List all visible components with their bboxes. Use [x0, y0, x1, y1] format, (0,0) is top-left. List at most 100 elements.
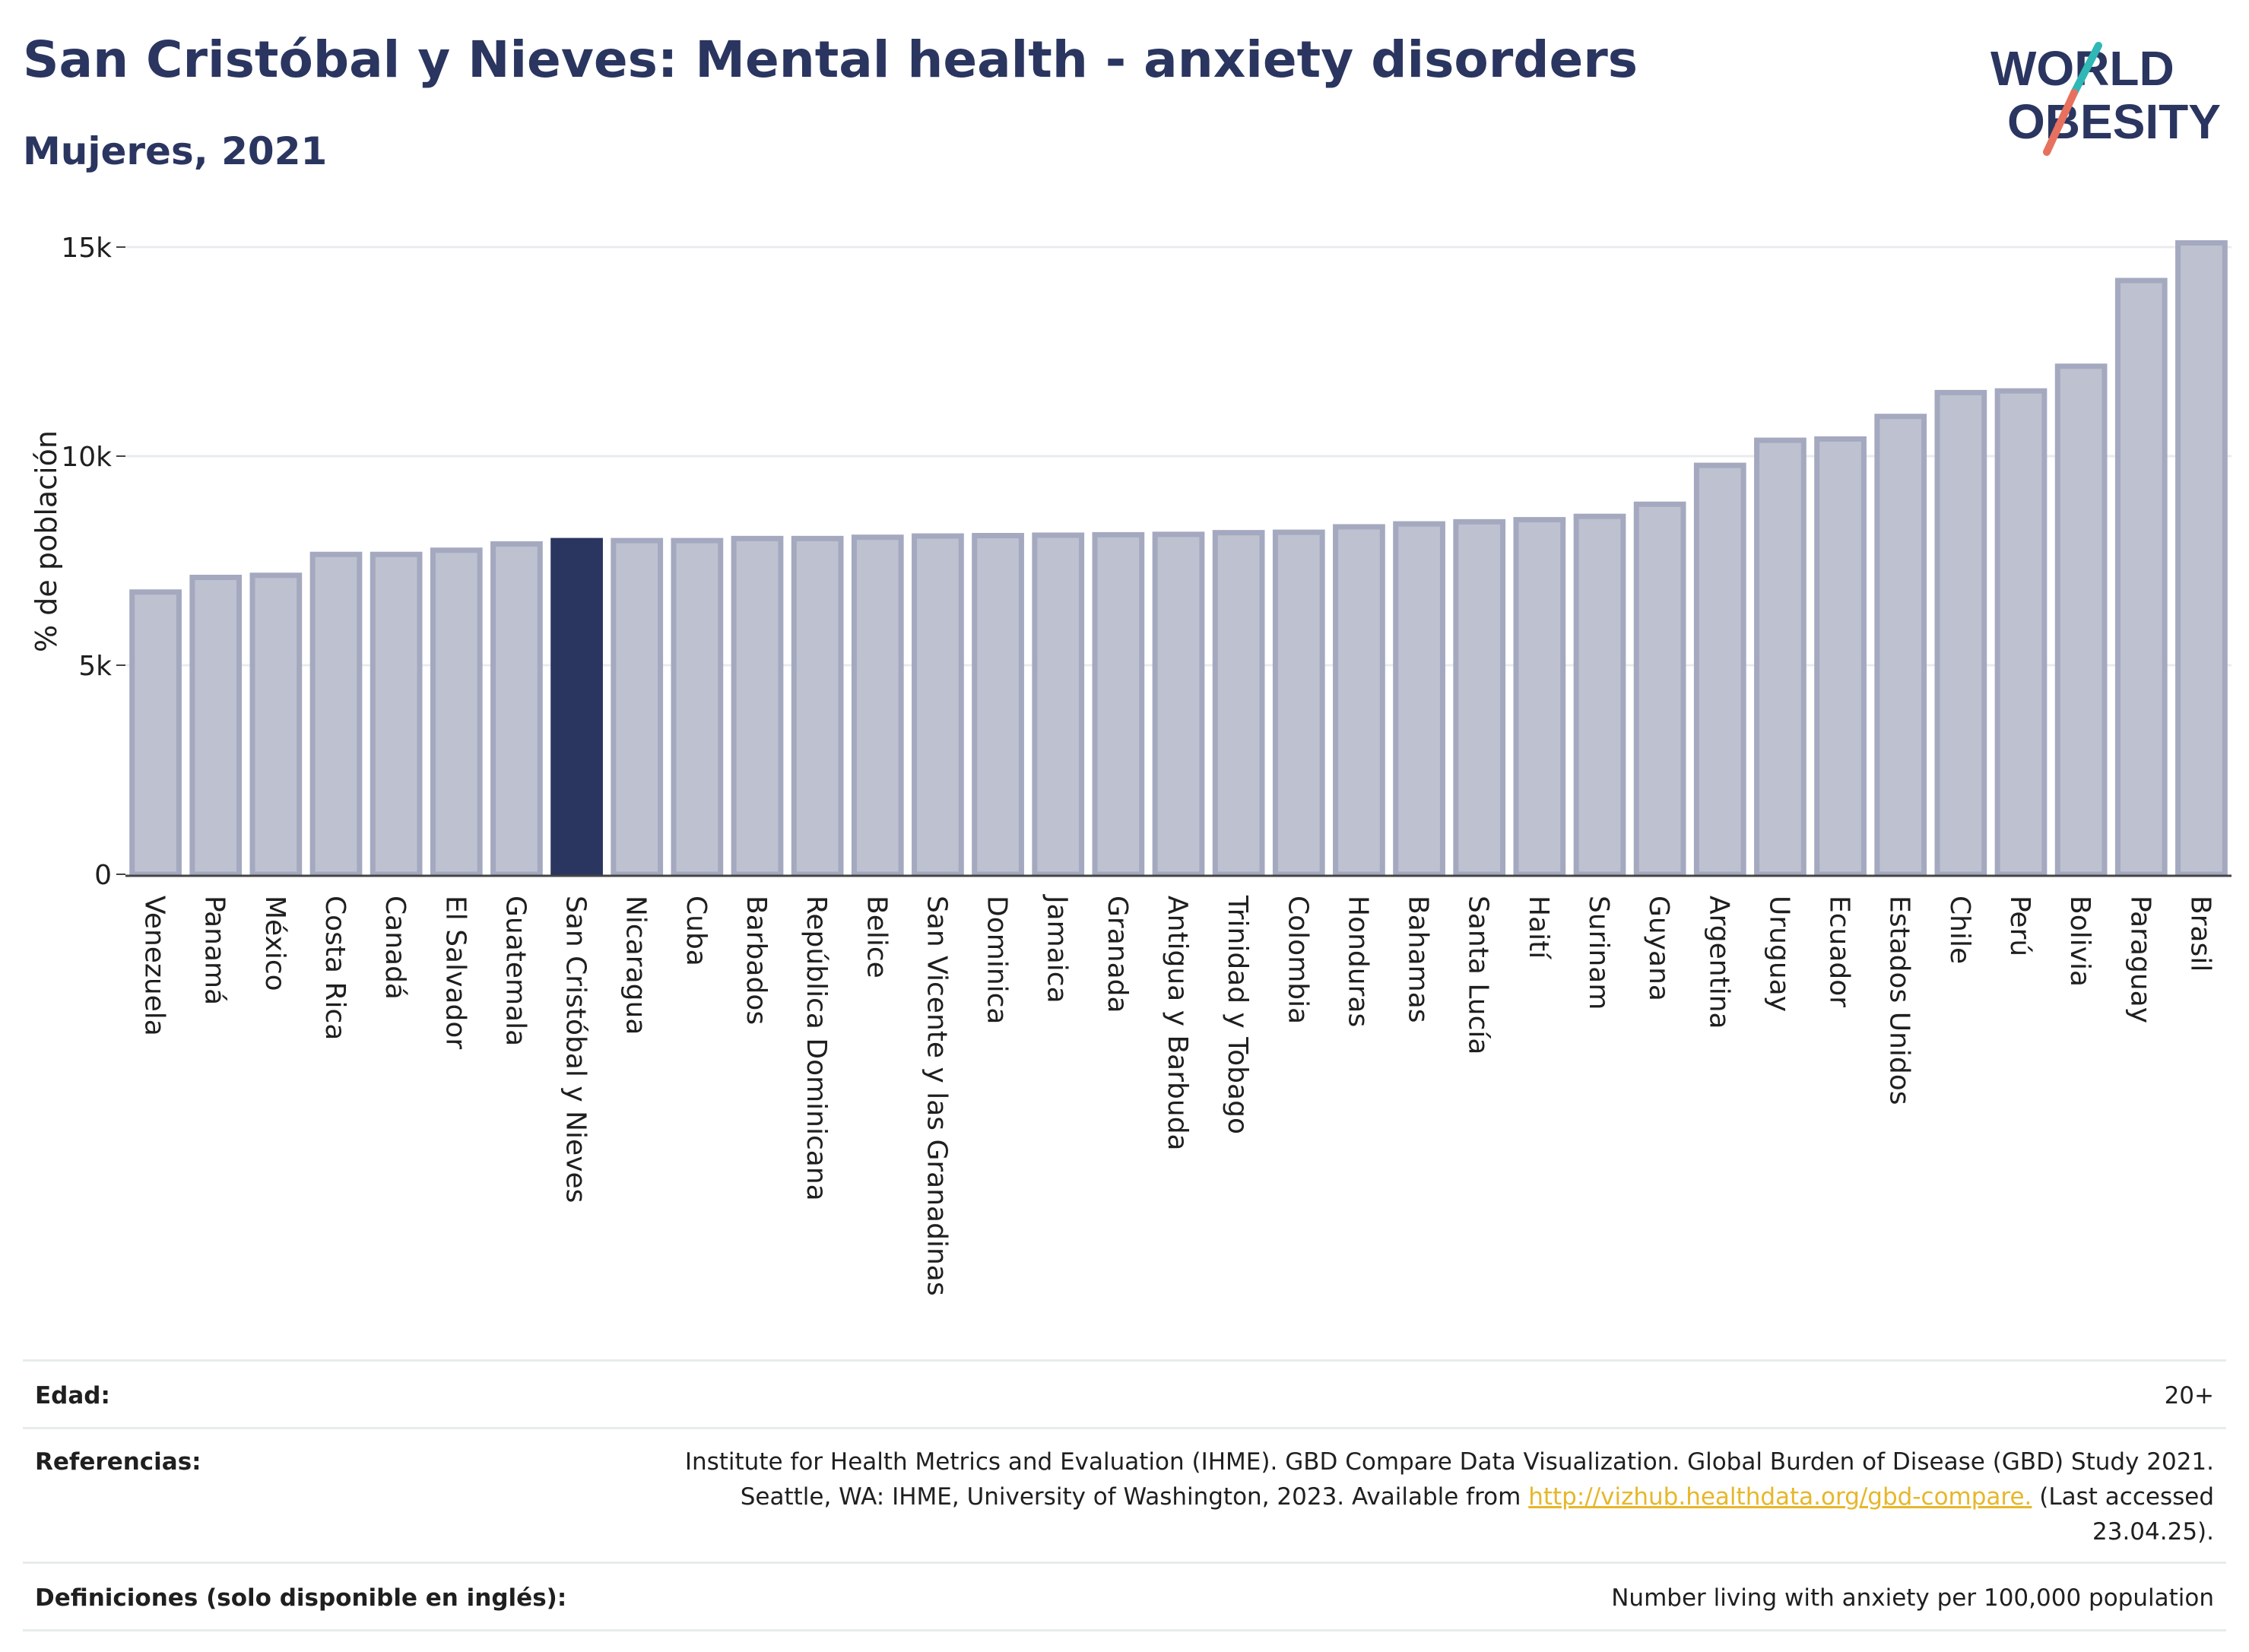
x-tick-label: Antigua y Barbuda	[1162, 896, 1193, 1151]
x-tick-label: Surinam	[1583, 896, 1614, 1010]
references-line-1: Institute for Health Metrics and Evaluat…	[684, 1448, 2214, 1476]
x-tick-label: Ecuador	[1824, 896, 1855, 1007]
x-tick-label: San Vicente y las Granadinas	[921, 896, 952, 1296]
x-tick-label: Chile	[1944, 896, 1975, 964]
bar-granada[interactable]	[1092, 531, 1145, 877]
x-tick-label: Canadá	[379, 896, 411, 1000]
bar-chart: 0 5k 10k 15k Venezuela Panamá México Costa Ric…	[30, 233, 2232, 1296]
bar-perú[interactable]	[1994, 388, 2048, 877]
bar-honduras[interactable]	[1333, 524, 1385, 877]
x-axis: Venezuela Panamá México Costa Rica Canadá El …	[125, 874, 2232, 1296]
bar-estados-unidos[interactable]	[1874, 414, 1927, 877]
x-tick-label: Paraguay	[2124, 896, 2155, 1023]
references-label: Referencias:	[35, 1448, 201, 1476]
bar-haití[interactable]	[1513, 517, 1566, 877]
x-tick-label: Honduras	[1342, 896, 1373, 1027]
chart-subtitle: Mujeres, 2021	[23, 129, 328, 173]
bar-colombia[interactable]	[1272, 529, 1325, 877]
x-tick-label: Jamaica	[1042, 894, 1073, 1004]
references-line-3: 23.04.25).	[2092, 1518, 2214, 1546]
bar-paraguay[interactable]	[2114, 277, 2168, 877]
x-tick-label: San Cristóbal y Nieves	[560, 896, 592, 1203]
bar-surinam[interactable]	[1573, 513, 1626, 877]
references-link[interactable]: http://vizhub.healthdata.org/gbd-compare…	[1528, 1483, 2032, 1511]
y-tick-label: 5k	[78, 651, 112, 682]
bar-santa-lucía[interactable]	[1453, 518, 1506, 877]
bar-dominica[interactable]	[972, 533, 1024, 877]
bar-bolivia[interactable]	[2054, 363, 2108, 877]
bar-san-cristóbal-y-nieves[interactable]	[550, 537, 603, 877]
bar-república-dominicana[interactable]	[791, 535, 844, 877]
logo-slash-top	[2070, 42, 2102, 97]
x-tick-label: Uruguay	[1763, 896, 1794, 1012]
bar-nicaragua[interactable]	[611, 537, 664, 877]
logo-text-top: WORLD	[1990, 41, 2174, 96]
y-tick-label: 15k	[61, 233, 112, 264]
bar-costa-rica[interactable]	[309, 551, 363, 877]
x-tick-label: Haití	[1523, 896, 1554, 959]
x-tick-label: Granada	[1102, 896, 1133, 1013]
bars	[129, 240, 2228, 877]
references-text-3: (Last accessed	[2032, 1483, 2214, 1511]
world-obesity-logo: WORLD OBESITY	[1990, 41, 2221, 156]
bar-argentina[interactable]	[1693, 462, 1746, 877]
logo-text-bottom: OBESITY	[2007, 94, 2221, 149]
references-text-2: Seattle, WA: IHME, University of Washing…	[740, 1483, 1529, 1511]
bar-méxico[interactable]	[249, 572, 303, 877]
bar-antigua-y-barbuda[interactable]	[1152, 531, 1205, 877]
bar-bahamas[interactable]	[1393, 521, 1445, 877]
x-tick-label: Venezuela	[139, 896, 170, 1036]
logo-slash-bottom	[2043, 89, 2078, 156]
x-tick-label: Trinidad y Tobago	[1222, 895, 1253, 1134]
definitions-value: Number living with anxiety per 100,000 p…	[1611, 1584, 2214, 1612]
x-tick-label: Panamá	[199, 896, 230, 1005]
x-tick-label: Bolivia	[2064, 896, 2095, 987]
bar-canadá[interactable]	[370, 551, 423, 877]
x-tick-label: Guatemala	[500, 896, 531, 1046]
bar-brasil[interactable]	[2175, 240, 2228, 877]
footer-row-age: Edad: 20+	[23, 1359, 2226, 1427]
references-value: Institute for Health Metrics and Evaluat…	[685, 1444, 2226, 1549]
x-tick-label: Guyana	[1643, 896, 1674, 1001]
bar-san-vicente-y-las-granadinas[interactable]	[912, 533, 964, 877]
bar-trinidad-y-tobago[interactable]	[1212, 530, 1265, 877]
footer-row-definitions: Definiciones (solo disponible en inglés)…	[23, 1562, 2226, 1631]
x-tick-label: República Dominicana	[801, 896, 832, 1201]
y-axis: 0 5k 10k 15k	[61, 233, 125, 891]
x-tick-label: Bahamas	[1403, 896, 1434, 1023]
bar-uruguay[interactable]	[1754, 437, 1806, 877]
x-tick-label: Belice	[861, 896, 892, 978]
bar-ecuador[interactable]	[1814, 436, 1867, 877]
bar-el-salvador[interactable]	[430, 547, 483, 877]
bar-belice[interactable]	[851, 534, 904, 877]
bar-venezuela[interactable]	[129, 589, 182, 877]
x-tick-label: Barbados	[741, 896, 772, 1025]
bar-jamaica[interactable]	[1032, 532, 1085, 877]
x-tick-label: Cuba	[680, 896, 712, 966]
bar-guyana[interactable]	[1633, 501, 1686, 877]
bar-barbados[interactable]	[731, 535, 784, 877]
x-tick-label: Estados Unidos	[1884, 896, 1915, 1105]
definitions-label: Definiciones (solo disponible en inglés)…	[35, 1584, 567, 1612]
x-tick-label: Brasil	[2184, 896, 2216, 972]
chart-title: San Cristóbal y Nieves: Mental health - …	[23, 30, 1638, 89]
bar-cuba[interactable]	[671, 537, 724, 877]
bar-guatemala[interactable]	[490, 541, 543, 877]
x-tick-label: El Salvador	[439, 896, 471, 1049]
footer-table: Edad: 20+ Referencias: Institute for Hea…	[23, 1359, 2226, 1631]
x-tick-label: Colombia	[1282, 896, 1313, 1024]
x-tick-label: Perú	[2004, 896, 2035, 956]
bar-panamá[interactable]	[189, 575, 243, 877]
x-tick-label: México	[259, 896, 290, 991]
bar-chile[interactable]	[1934, 389, 1987, 877]
y-tick-label: 10k	[61, 442, 112, 473]
x-tick-label: Dominica	[982, 896, 1013, 1025]
references-line-2: Seattle, WA: IHME, University of Washing…	[685, 1479, 2214, 1514]
y-tick-label: 0	[94, 860, 112, 891]
x-tick-label: Argentina	[1703, 896, 1734, 1029]
x-tick-label: Costa Rica	[319, 896, 351, 1040]
age-value: 20+	[2164, 1382, 2214, 1409]
age-label: Edad:	[35, 1382, 110, 1409]
x-tick-label: Nicaragua	[620, 896, 652, 1035]
footer-row-references: Referencias: Institute for Health Metric…	[23, 1427, 2226, 1562]
